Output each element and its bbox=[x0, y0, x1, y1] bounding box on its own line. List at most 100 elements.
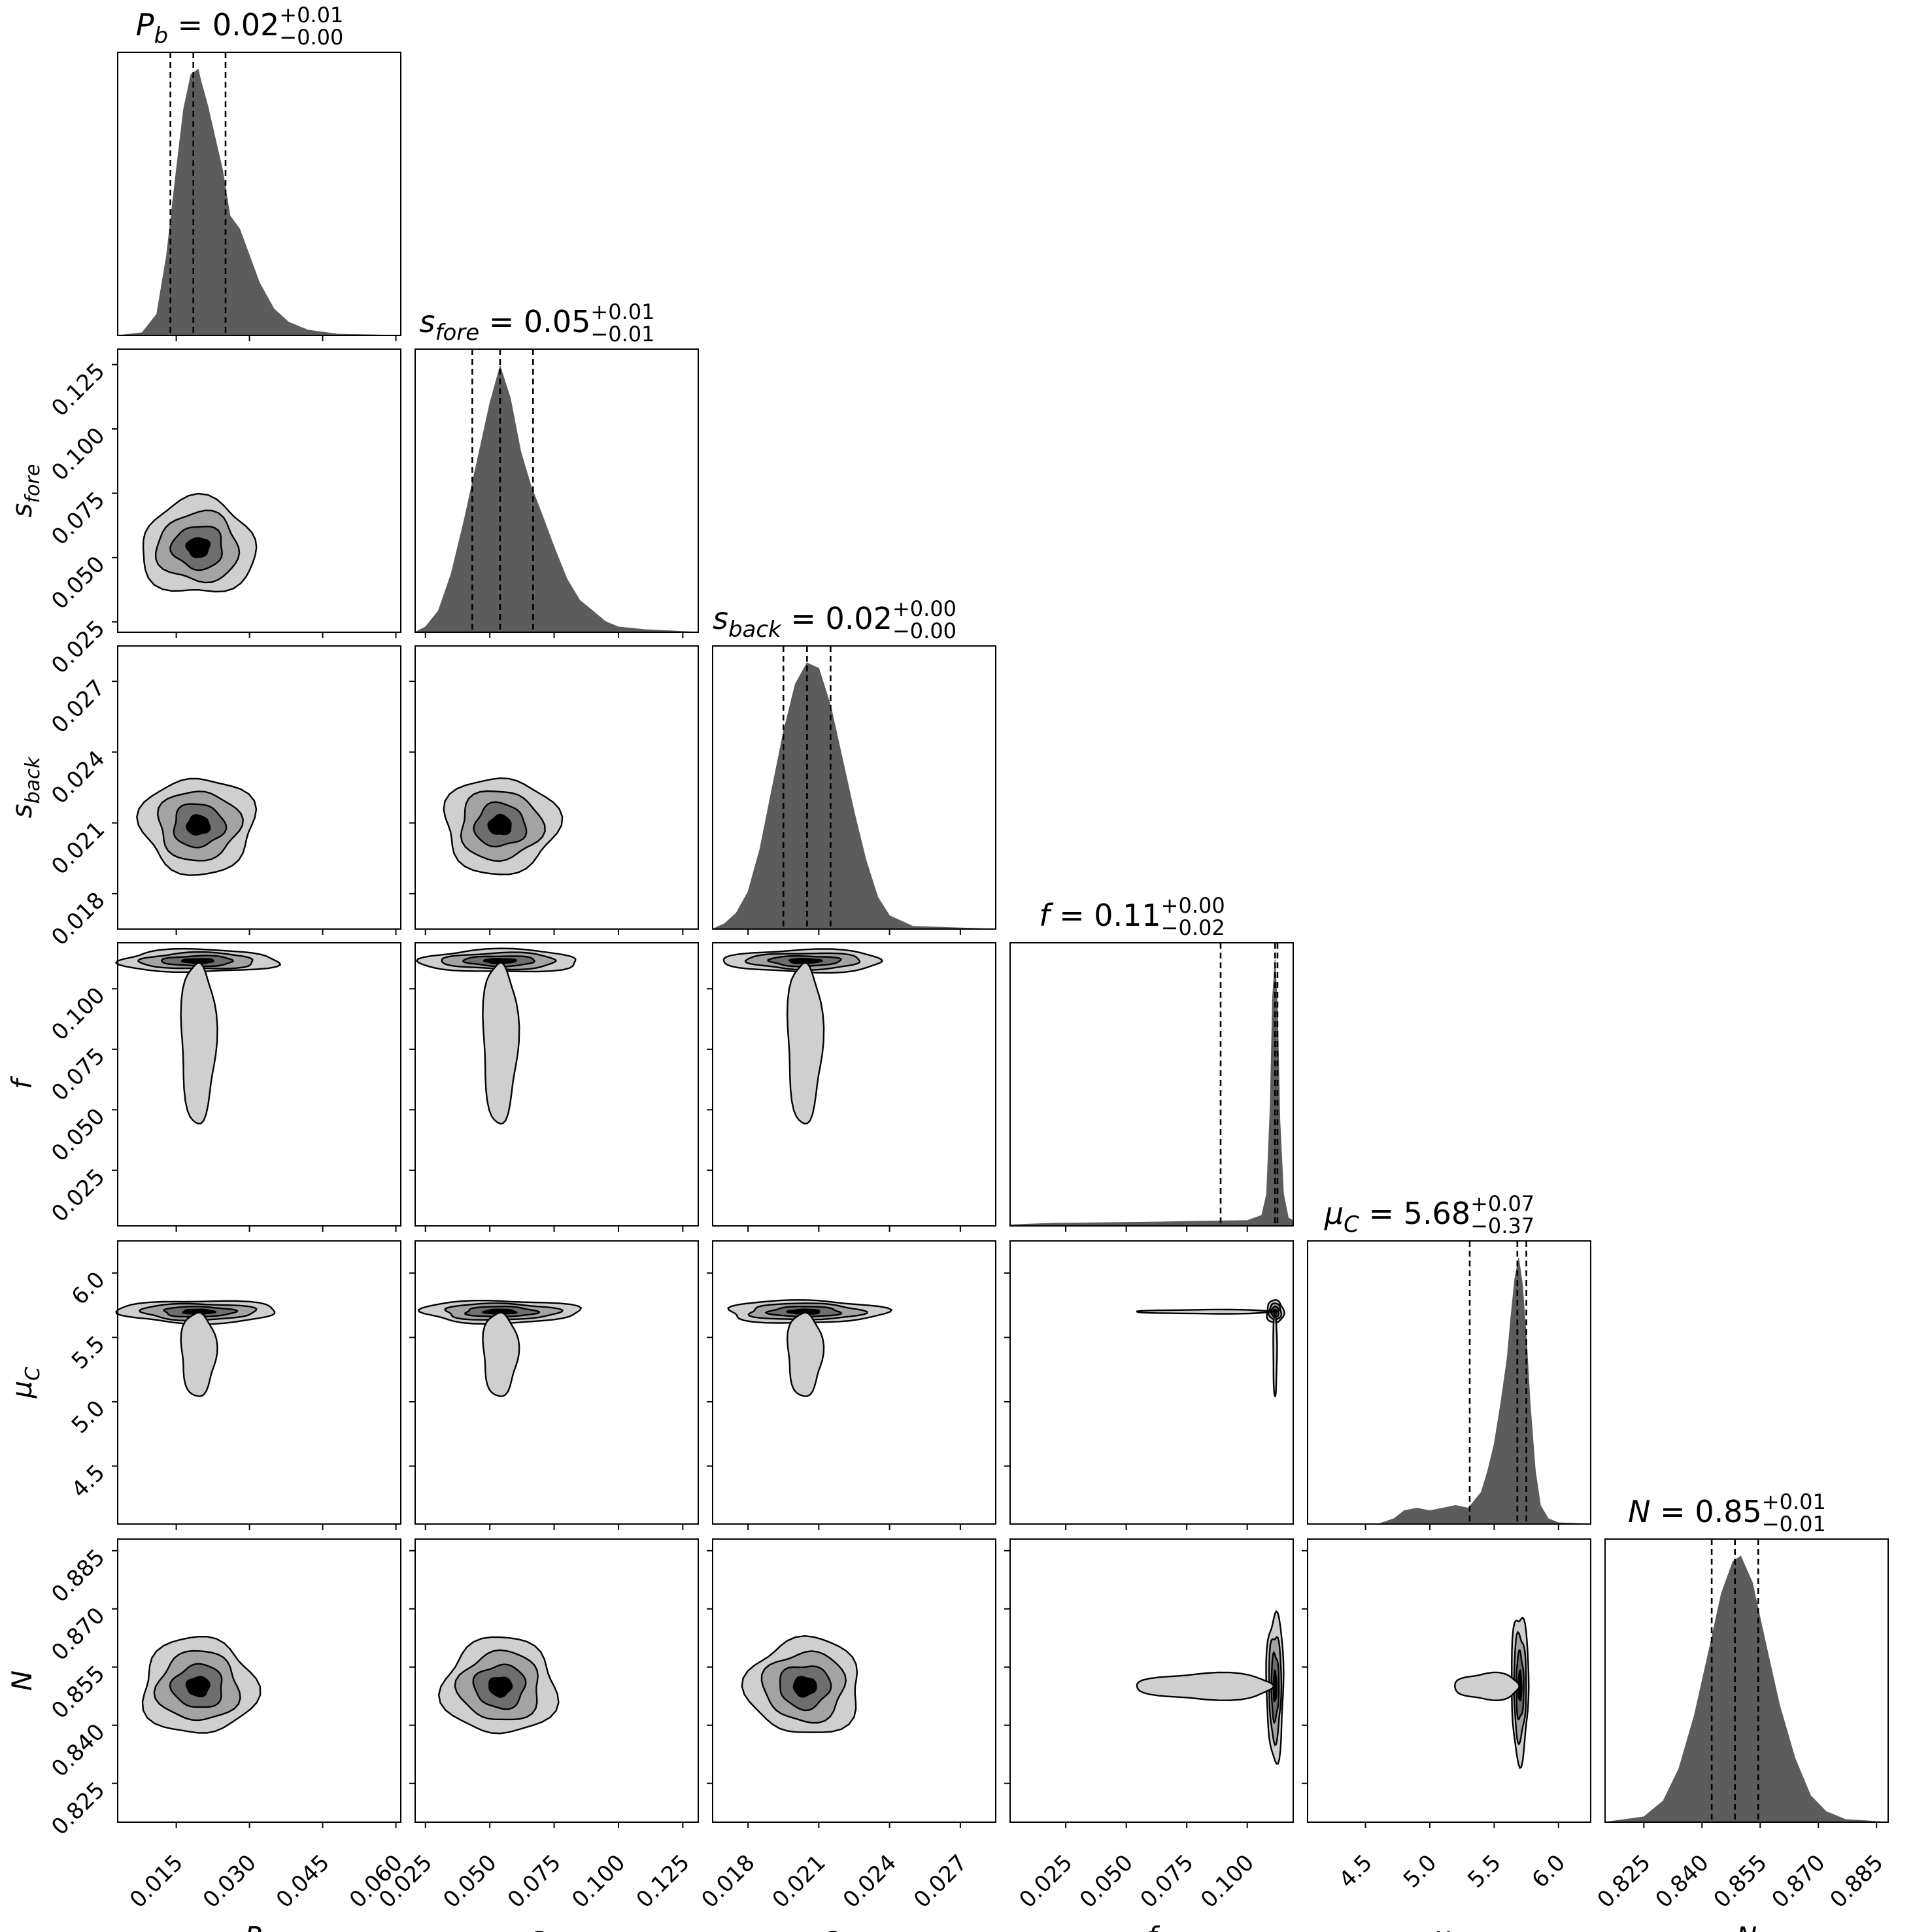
title-label: P bbox=[136, 7, 154, 42]
panel-title-s_back: sback = 0.02+0.00 bbox=[713, 596, 956, 643]
title-value: 0.05 bbox=[524, 304, 590, 339]
x-tick-label: 0.855 bbox=[1709, 1850, 1772, 1913]
y-tick-label: 0.885 bbox=[46, 1544, 110, 1608]
x-tick-label: 0.030 bbox=[198, 1850, 262, 1913]
x-tick-label: 0.125 bbox=[632, 1850, 695, 1913]
title-eq: = bbox=[1651, 1494, 1695, 1529]
contour-level bbox=[185, 1676, 211, 1698]
y-tick-label: 0.027 bbox=[46, 675, 110, 738]
contour-level bbox=[482, 962, 520, 1125]
panel-frame bbox=[712, 942, 996, 1227]
x-tick-label: 0.045 bbox=[271, 1850, 335, 1913]
panel-frame bbox=[712, 645, 996, 930]
title-label: s bbox=[420, 304, 435, 339]
title-value: 0.11 bbox=[1094, 898, 1160, 933]
y-axis-label-N-base: N bbox=[6, 1670, 38, 1691]
panel-title-mu_C: μC = 5.68+0.07 bbox=[1324, 1191, 1534, 1238]
x-tick-label: 0.885 bbox=[1825, 1850, 1888, 1913]
title-plus: +0.01 bbox=[1762, 1489, 1826, 1514]
title-value: 0.02 bbox=[826, 601, 892, 636]
x-axis-label-Pb: Pb bbox=[245, 1921, 274, 1932]
contour-level bbox=[786, 1308, 821, 1315]
panel-title-f: f = 0.11+0.00 bbox=[1039, 893, 1225, 933]
panel-f-mu_C bbox=[1004, 1240, 1294, 1530]
panel-frame bbox=[712, 1538, 996, 1823]
panel-title-Pb: Pb = 0.02+0.01 bbox=[136, 3, 344, 49]
panel-frame bbox=[1307, 1538, 1591, 1823]
panel-frame bbox=[1009, 1240, 1294, 1525]
histogram-N bbox=[1604, 1555, 1889, 1823]
panel-s_back-f bbox=[707, 942, 996, 1232]
contour-level bbox=[180, 962, 218, 1125]
panel-frame bbox=[1009, 942, 1294, 1227]
panel-title-s_fore: sfore = 0.05+0.01 bbox=[420, 299, 655, 346]
x-tick-label: 0.015 bbox=[125, 1850, 188, 1913]
panel-frame bbox=[415, 942, 699, 1227]
title-label-sub: fore bbox=[435, 320, 480, 346]
panel-frame bbox=[117, 1538, 401, 1823]
panel-frame bbox=[117, 1240, 401, 1525]
title-eq: = bbox=[781, 601, 826, 636]
title-plus: +0.01 bbox=[279, 3, 343, 27]
y-tick-label: 0.018 bbox=[46, 887, 110, 951]
panel-frame bbox=[1307, 1240, 1591, 1525]
x-tick-label: 0.050 bbox=[438, 1850, 501, 1913]
x-tick-label: 6.0 bbox=[1527, 1850, 1571, 1893]
y-axis-label-s_back-sub: back bbox=[22, 756, 44, 804]
y-tick-label: 0.025 bbox=[46, 615, 110, 679]
panel-title-N: N = 0.85+0.01 bbox=[1628, 1489, 1826, 1529]
panel-frame bbox=[415, 1240, 699, 1525]
panel-frame bbox=[415, 645, 699, 930]
histogram-s_back bbox=[712, 662, 996, 930]
y-tick-label: 0.855 bbox=[46, 1661, 110, 1724]
panel-f-f: f = 0.11+0.00−0.02 bbox=[1009, 893, 1294, 1232]
contour-level bbox=[786, 1312, 825, 1397]
panel-s_fore-s_fore: sfore = 0.05+0.01−0.01 bbox=[415, 299, 699, 638]
panel-mu_C-mu_C: μC = 5.68+0.07−0.37 bbox=[1307, 1191, 1591, 1530]
y-axis-label-s_fore-base: s bbox=[6, 503, 38, 518]
x-axis-label-s_back: sback bbox=[824, 1921, 886, 1932]
x-tick-label: 0.825 bbox=[1593, 1850, 1656, 1913]
contour-level bbox=[487, 813, 512, 836]
contour-level bbox=[181, 1308, 217, 1315]
panel-frame bbox=[117, 348, 401, 633]
y-axis-label-mu_C-sub: C bbox=[22, 1367, 44, 1381]
panel-Pb-Pb: Pb = 0.02+0.01−0.00 bbox=[117, 3, 401, 341]
x-axis-label-N: N bbox=[1736, 1921, 1757, 1932]
x-tick-label: 0.075 bbox=[1135, 1850, 1198, 1913]
y-tick-label: 0.870 bbox=[46, 1602, 110, 1666]
y-axis-label-f-base: f bbox=[6, 1076, 38, 1089]
contour-level bbox=[1272, 1311, 1278, 1398]
title-eq: = bbox=[1359, 1196, 1404, 1231]
title-label-sub: C bbox=[1344, 1212, 1359, 1238]
panel-Pb-N: 0.0150.0300.0450.060Pb0.8250.8400.8550.8… bbox=[6, 1538, 408, 1932]
x-tick-label: 0.021 bbox=[768, 1850, 831, 1913]
y-tick-label: 0.025 bbox=[46, 1164, 110, 1227]
histogram-Pb bbox=[117, 69, 401, 336]
y-tick-label: 0.021 bbox=[46, 817, 110, 880]
x-tick-label: 4.5 bbox=[1334, 1850, 1378, 1893]
x-axis-label-s_back-base: s bbox=[824, 1921, 838, 1932]
title-minus: −0.01 bbox=[1762, 1512, 1826, 1536]
title-label: N bbox=[1628, 1494, 1650, 1529]
title-plus: +0.01 bbox=[590, 299, 654, 324]
x-axis-label-s_fore-base: s bbox=[530, 1921, 544, 1932]
panel-mu_C-N: 4.5 5.0 5.5 6.0 μC bbox=[1302, 1538, 1591, 1932]
panel-s_back-s_back: sback = 0.02+0.00−0.00 bbox=[712, 596, 996, 935]
x-tick-label: 5.0 bbox=[1398, 1850, 1442, 1893]
y-tick-label: 6.0 bbox=[67, 1266, 110, 1310]
x-axis-label-N-base: N bbox=[1736, 1921, 1757, 1932]
x-axis-label-mu_C: μC bbox=[1433, 1921, 1465, 1932]
contour-level bbox=[185, 814, 211, 836]
histogram-mu_C bbox=[1308, 1257, 1591, 1525]
contour-level bbox=[180, 958, 214, 964]
title-plus: +0.00 bbox=[1161, 893, 1225, 918]
title-minus: −0.00 bbox=[279, 25, 343, 50]
y-tick-label: 5.5 bbox=[67, 1331, 110, 1375]
title-eq: = bbox=[1049, 898, 1094, 933]
y-axis-label-mu_C-base: μ bbox=[6, 1381, 38, 1399]
